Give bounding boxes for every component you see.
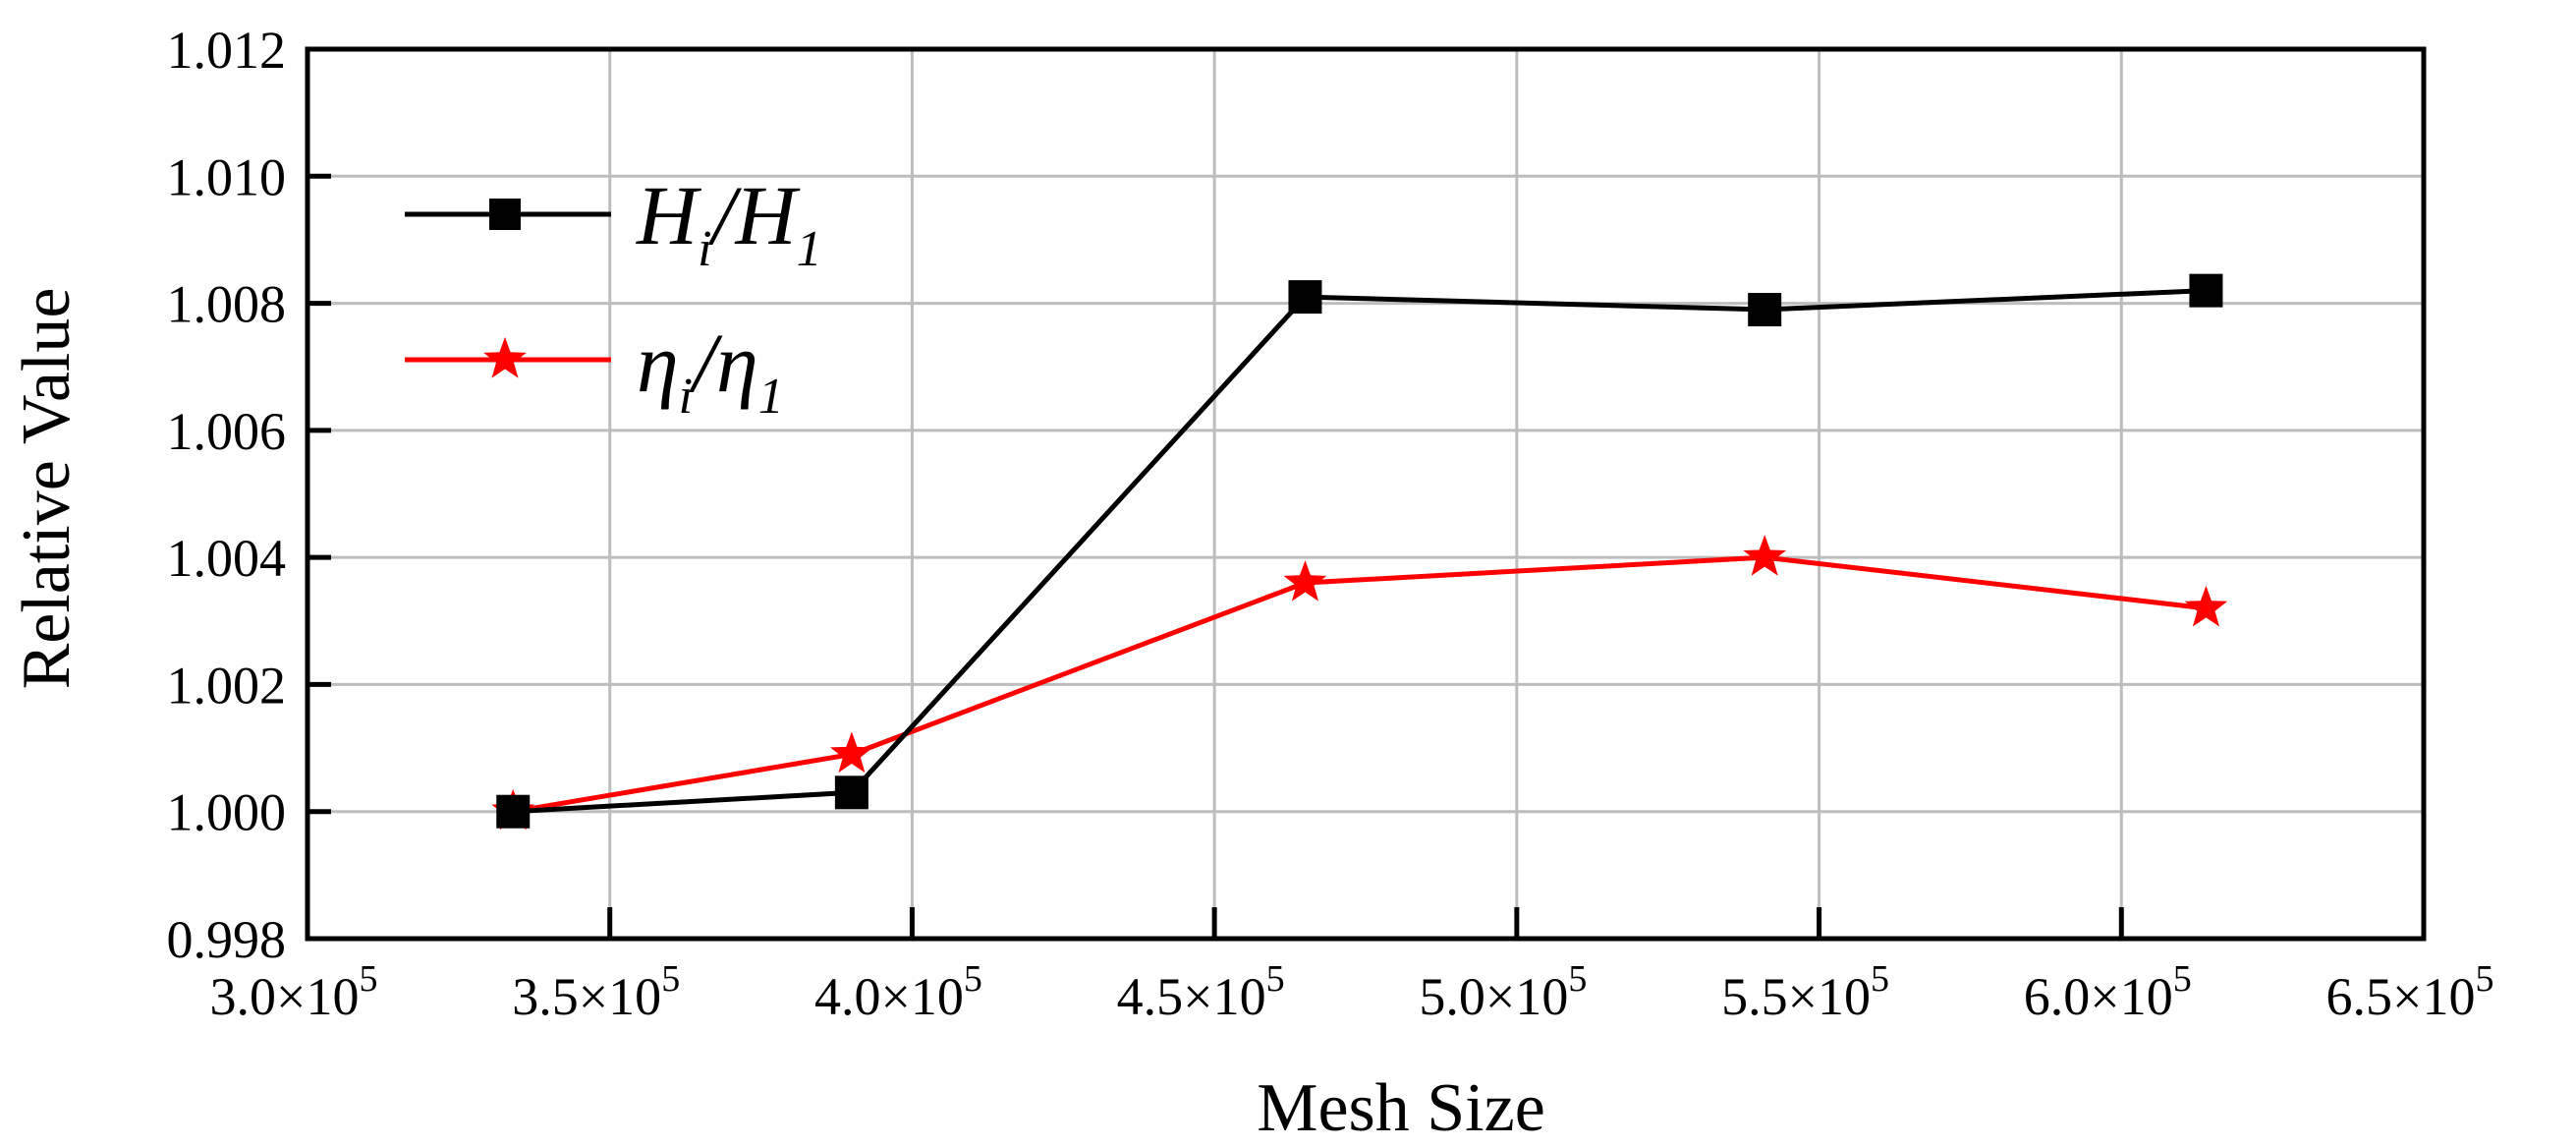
data-point-star bbox=[1283, 560, 1327, 602]
legend-h-sub: i bbox=[698, 221, 711, 277]
data-point-square bbox=[1748, 293, 1782, 327]
data-point-star bbox=[830, 731, 873, 774]
legend-marker-square bbox=[489, 199, 521, 230]
data-point-square bbox=[1288, 280, 1322, 315]
y-tick-label: 1.010 bbox=[167, 147, 287, 206]
x-tick-label: 3.5×105 bbox=[512, 958, 680, 1026]
data-point-star bbox=[1743, 535, 1787, 576]
legend-eta-sep: /η bbox=[689, 316, 758, 410]
x-tick-label: 3.0×105 bbox=[210, 958, 378, 1026]
legend-eta-sub2: 1 bbox=[758, 369, 784, 425]
plot-frame bbox=[305, 46, 2427, 942]
legend-h-sub2: 1 bbox=[797, 221, 822, 277]
legend-h-sep: /H bbox=[708, 168, 801, 262]
data-point-square bbox=[496, 794, 531, 829]
x-axis-title: Mesh Size bbox=[1257, 1070, 1545, 1146]
series-layer bbox=[491, 273, 2228, 831]
legend-marker-star bbox=[483, 337, 527, 378]
tick-labels: 3.0×105 3.5×105 4.0×105 4.5×105 5.0×105 5.5×1… bbox=[167, 21, 2494, 1026]
legend-h-main: H bbox=[636, 168, 701, 262]
x-tick-label: 4.5×105 bbox=[1117, 958, 1285, 1026]
x-tick-label: 6.0×105 bbox=[2024, 958, 2192, 1026]
y-tick-label: 0.998 bbox=[167, 910, 287, 969]
x-tick-label: 5.5×105 bbox=[1721, 958, 1889, 1026]
legend-label-h-ratio: Hi/H1 bbox=[636, 168, 822, 277]
y-axis-title: Relative Value bbox=[9, 288, 84, 690]
legend-eta-main: η bbox=[637, 316, 679, 410]
x-tick-label: 4.0×105 bbox=[814, 958, 982, 1026]
legend: Hi/H1 ηi/η1 bbox=[405, 168, 822, 425]
x-tick-label: 6.5×105 bbox=[2326, 958, 2494, 1026]
y-tick-label: 1.006 bbox=[167, 402, 287, 461]
legend-label-eta-ratio: ηi/η1 bbox=[637, 316, 784, 425]
legend-eta-sub: i bbox=[679, 369, 693, 425]
x-tick-label: 5.0×105 bbox=[1419, 958, 1587, 1026]
data-point-star bbox=[2184, 585, 2228, 627]
data-point-square bbox=[2189, 273, 2223, 308]
y-tick-label: 1.000 bbox=[167, 783, 287, 842]
y-tick-label: 1.012 bbox=[167, 21, 287, 80]
y-tick-label: 1.008 bbox=[167, 275, 287, 334]
data-point-square bbox=[834, 775, 868, 810]
y-tick-label: 1.004 bbox=[167, 529, 287, 588]
y-tick-label: 1.002 bbox=[167, 656, 287, 715]
